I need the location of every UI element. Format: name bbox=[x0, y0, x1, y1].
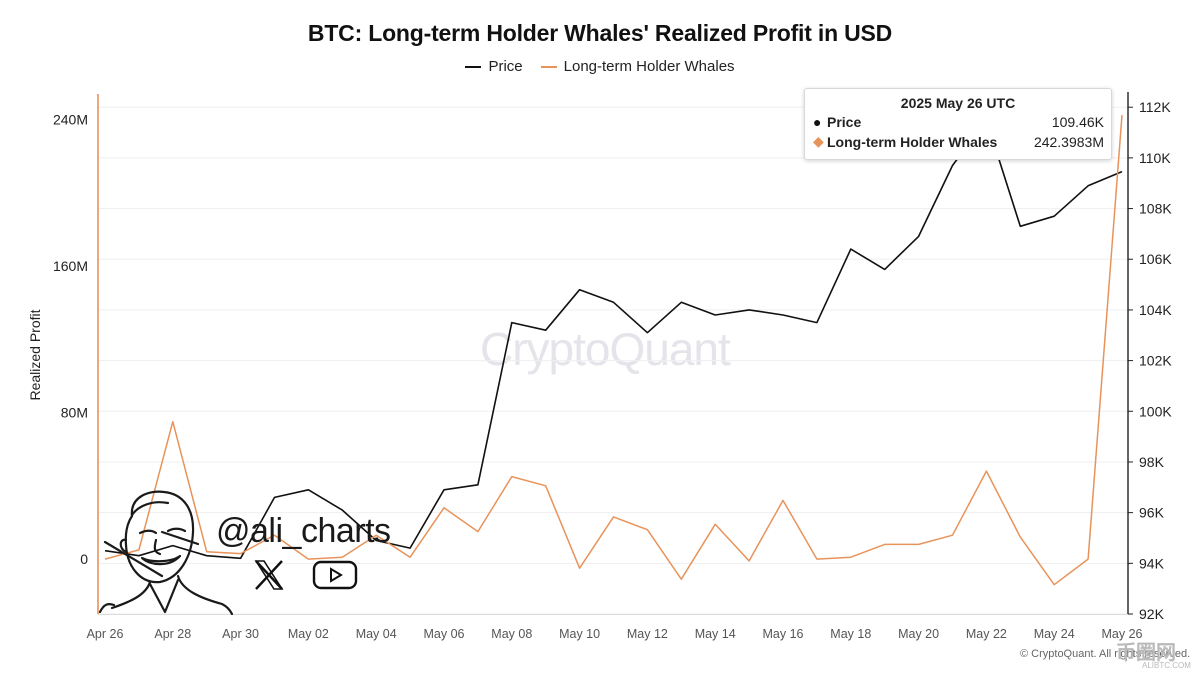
avatar-sketch bbox=[98, 490, 234, 616]
series-lines bbox=[97, 94, 1123, 614]
legend-item-whales[interactable]: Long-term Holder Whales bbox=[540, 58, 735, 75]
right-tick-label: 112K bbox=[1139, 99, 1171, 115]
x-tick-label: May 02 bbox=[288, 627, 329, 641]
left-tick-label: 240M bbox=[53, 111, 88, 127]
site-logo: 币圈网 bbox=[1116, 642, 1176, 664]
x-logo-icon[interactable] bbox=[252, 558, 286, 592]
x-tick-label: May 16 bbox=[763, 627, 804, 641]
right-tick-label: 102K bbox=[1139, 353, 1172, 369]
x-tick-label: May 14 bbox=[695, 627, 736, 641]
right-tick-label: 106K bbox=[1139, 251, 1172, 267]
x-tick-label: May 12 bbox=[627, 627, 668, 641]
author-handle: @ali_charts bbox=[216, 512, 391, 550]
x-tick-label: May 10 bbox=[559, 627, 600, 641]
legend-label-price: Price bbox=[488, 58, 523, 75]
x-tick-label: May 24 bbox=[1034, 627, 1075, 641]
tooltip-whales-value: 242.3983M bbox=[1033, 133, 1104, 150]
chart-title: BTC: Long-term Holder Whales' Realized P… bbox=[307, 20, 893, 46]
axis-labels: 0 80M 160M 240M 92K 94K 96K 98K 100K 102K 104K 106K… bbox=[27, 99, 1172, 641]
whales-line bbox=[104, 115, 1123, 586]
left-tick-label: 160M bbox=[53, 258, 88, 274]
price-line bbox=[104, 119, 1123, 560]
x-tick-label: Apr 26 bbox=[87, 627, 124, 641]
tooltip-whales-label: Long-term Holder Whales bbox=[827, 133, 998, 150]
x-tick-label: May 20 bbox=[898, 627, 939, 641]
legend-label-whales: Long-term Holder Whales bbox=[563, 58, 735, 75]
legend-swatch-whales bbox=[540, 65, 557, 68]
social-icons bbox=[252, 558, 358, 592]
youtube-icon[interactable] bbox=[312, 558, 358, 592]
legend-swatch-price bbox=[465, 65, 482, 68]
x-tick-label: Apr 28 bbox=[154, 627, 191, 641]
copyright-text: © CryptoQuant. All rights reserved. bbox=[1020, 648, 1191, 660]
tooltip: 2025 May 26 UTC ● Price 109.46K ◆ Long-t… bbox=[804, 88, 1112, 160]
x-tick-label: May 04 bbox=[356, 627, 397, 641]
left-tick-label: 0 bbox=[80, 551, 88, 567]
site-logo-url: ALIBTC.COM bbox=[1142, 661, 1191, 670]
right-tick-label: 110K bbox=[1139, 150, 1171, 166]
right-tick-label: 104K bbox=[1139, 302, 1172, 318]
right-tick-label: 94K bbox=[1139, 555, 1165, 571]
x-tick-label: May 06 bbox=[424, 627, 465, 641]
tooltip-row-whales: ◆ Long-term Holder Whales 242.3983M bbox=[813, 133, 1104, 150]
cryptoquant-watermark: CryptoQuant bbox=[480, 323, 731, 375]
right-tick-label: 92K bbox=[1139, 606, 1165, 622]
whales-diamond-icon: ◆ bbox=[813, 133, 824, 149]
x-tick-label: May 18 bbox=[830, 627, 871, 641]
x-tick-label: Apr 30 bbox=[222, 627, 259, 641]
left-tick-label: 80M bbox=[61, 405, 88, 421]
x-tick-label: May 08 bbox=[491, 627, 532, 641]
tooltip-row-price: ● Price 109.46K bbox=[813, 114, 1104, 130]
right-tick-label: 98K bbox=[1139, 454, 1165, 470]
chart-legend: Price Long-term Holder Whales bbox=[0, 58, 1200, 75]
x-tick-label: May 22 bbox=[966, 627, 1007, 641]
right-tick-label: 100K bbox=[1139, 403, 1172, 419]
x-tick-label: May 26 bbox=[1102, 627, 1143, 641]
right-tick-label: 108K bbox=[1139, 201, 1172, 217]
legend-item-price[interactable]: Price bbox=[465, 58, 523, 75]
axes bbox=[98, 92, 1133, 615]
tooltip-price-value: 109.46K bbox=[1051, 114, 1104, 130]
tooltip-price-label: Price bbox=[827, 114, 862, 130]
right-tick-label: 96K bbox=[1139, 505, 1165, 521]
y-axis-title: Realized Profit bbox=[27, 309, 43, 400]
tooltip-date: 2025 May 26 UTC bbox=[900, 95, 1016, 111]
price-dot-icon: ● bbox=[813, 114, 822, 130]
